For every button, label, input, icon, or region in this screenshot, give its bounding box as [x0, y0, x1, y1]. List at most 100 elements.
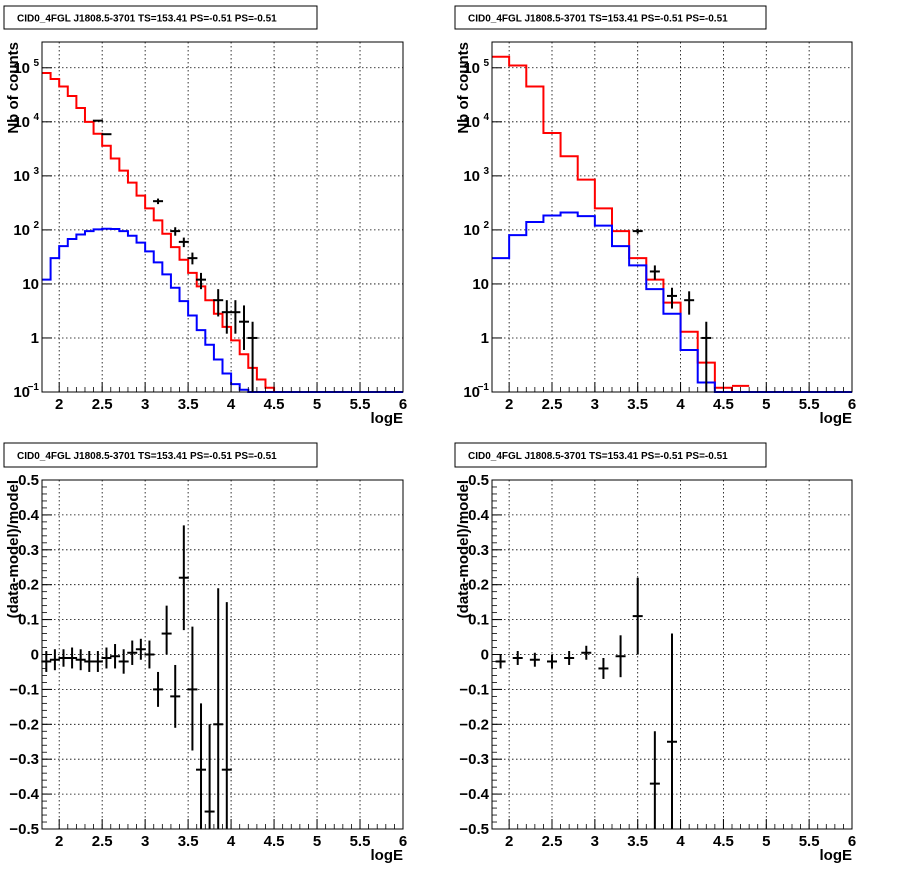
y-tick-label: −0.3 — [459, 751, 489, 768]
data-point — [67, 647, 78, 669]
x-axis: 2 2.5 3 3.5 4 4.5 5 5.5 6 — [55, 382, 407, 413]
x-tick-label: 6 — [399, 833, 407, 850]
chart-title: CID0_4FGL J1808.5-3701 TS=153.41 PS=-0.5… — [17, 14, 277, 25]
data-point — [213, 289, 224, 317]
x-tick-label: 5.5 — [350, 396, 371, 413]
data-point — [701, 321, 712, 392]
x-tick-label: 5.5 — [799, 833, 820, 850]
data-point — [58, 649, 69, 667]
y-tick-label: 0 — [31, 647, 39, 664]
data-point — [204, 724, 215, 829]
y-tick-label: 0.4 — [468, 507, 490, 524]
y-tick-label: 0.2 — [468, 577, 489, 594]
y-tick-label: 10 — [13, 60, 30, 77]
data-point — [161, 605, 172, 655]
data-point — [153, 198, 164, 205]
data-point — [110, 644, 121, 669]
x-tick-label: 3 — [591, 833, 599, 850]
x-tick-label: 5 — [762, 833, 770, 850]
x-tick-label: 2 — [55, 396, 63, 413]
y-tick-label: 10 — [463, 168, 480, 185]
y-tick-label: 0.1 — [18, 612, 39, 629]
data-point — [247, 321, 258, 392]
data-point — [547, 654, 557, 669]
data-point — [101, 133, 112, 136]
chart-panel-4: 2 2.5 3 3.5 4 4.5 5 5.5 6 −0.5 −0.4 −0.3 −0.2 −0.1 0 0.… — [454, 442, 856, 864]
data-point — [49, 649, 60, 671]
y-axis: −0.5 −0.4 −0.3 −0.2 −0.1 0 0.1 0.2 0.3 0.4 0.5 — [459, 472, 502, 838]
data-point — [84, 651, 95, 672]
y-tick-exponent: 2 — [33, 220, 39, 231]
series-1 — [41, 525, 232, 829]
data-point — [581, 645, 592, 660]
chart-title: CID0_4FGL J1808.5-3701 TS=153.41 PS=-0.5… — [17, 451, 277, 462]
series-1 — [495, 577, 677, 829]
data-point — [187, 626, 198, 751]
y-tick-label: 10 — [463, 60, 480, 77]
grid-lines — [492, 42, 853, 393]
data-point — [196, 272, 207, 290]
data-point — [221, 300, 232, 334]
x-tick-label: 3 — [591, 396, 599, 413]
data-point — [221, 602, 232, 829]
y-tick-label: −0.1 — [459, 681, 489, 698]
x-tick-label: 5 — [313, 396, 321, 413]
y-tick-label: 10 — [463, 384, 480, 401]
plot-frame — [41, 41, 404, 393]
y-tick-label: 0.2 — [18, 577, 39, 594]
data-point — [170, 664, 181, 728]
y-tick-label: 0.5 — [468, 472, 489, 489]
x-axis: 2 2.5 3 3.5 4 4.5 5 5.5 6 — [505, 819, 856, 850]
title-box — [454, 5, 767, 30]
y-axis-label: Nb of counts — [5, 42, 22, 134]
chart-title: CID0_4FGL J1808.5-3701 TS=153.41 PS=-0.5… — [468, 14, 728, 25]
series-3 — [632, 228, 712, 392]
y-tick-exponent: −1 — [478, 382, 490, 393]
series-2 — [42, 227, 403, 393]
data-point — [153, 671, 164, 707]
y-axis-label: Nb of counts — [455, 42, 472, 134]
x-tick-label: 3.5 — [627, 833, 648, 850]
data-point — [196, 703, 207, 829]
y-tick-label: 1 — [481, 330, 489, 347]
plot-frame — [491, 41, 853, 393]
x-tick-label: 5 — [313, 833, 321, 850]
y-tick-label: 10 — [13, 222, 30, 239]
data-point — [598, 657, 609, 679]
x-tick-label: 6 — [848, 833, 856, 850]
data-point — [667, 633, 677, 829]
data-point — [649, 731, 660, 829]
y-tick-label: 0.3 — [18, 542, 39, 559]
y-tick-label: 10 — [13, 384, 30, 401]
data-point — [564, 651, 575, 665]
y-tick-label: −0.3 — [9, 751, 39, 768]
data-point — [127, 640, 138, 665]
data-point — [649, 265, 660, 280]
histogram-line — [42, 227, 403, 393]
x-tick-label: 5.5 — [799, 396, 820, 413]
data-point — [144, 640, 155, 669]
y-tick-label: −0.5 — [9, 821, 39, 838]
data-point — [632, 228, 643, 234]
y-tick-label: −0.2 — [9, 716, 39, 733]
data-point — [135, 638, 146, 660]
y-tick-label: 1 — [31, 330, 39, 347]
x-tick-label: 4.5 — [713, 396, 734, 413]
chart-panel-3: 2 2.5 3 3.5 4 4.5 5 5.5 6 −0.5 −0.4 −0.3 −0.2 −0.1 0 0.… — [3, 442, 407, 864]
y-tick-label: 0 — [481, 647, 489, 664]
data-point — [101, 647, 112, 669]
data-point — [75, 649, 86, 671]
y-tick-exponent: 3 — [33, 166, 39, 177]
x-tick-label: 3 — [141, 833, 149, 850]
data-point — [187, 252, 198, 265]
x-axis: 2 2.5 3 3.5 4 4.5 5 5.5 6 — [505, 382, 856, 413]
x-tick-label: 4 — [676, 833, 685, 850]
x-axis-label: logE — [371, 410, 404, 427]
x-axis-label: logE — [371, 847, 404, 864]
x-tick-label: 2.5 — [92, 833, 113, 850]
grid-lines — [42, 479, 404, 830]
y-tick-label: 0.3 — [468, 542, 489, 559]
